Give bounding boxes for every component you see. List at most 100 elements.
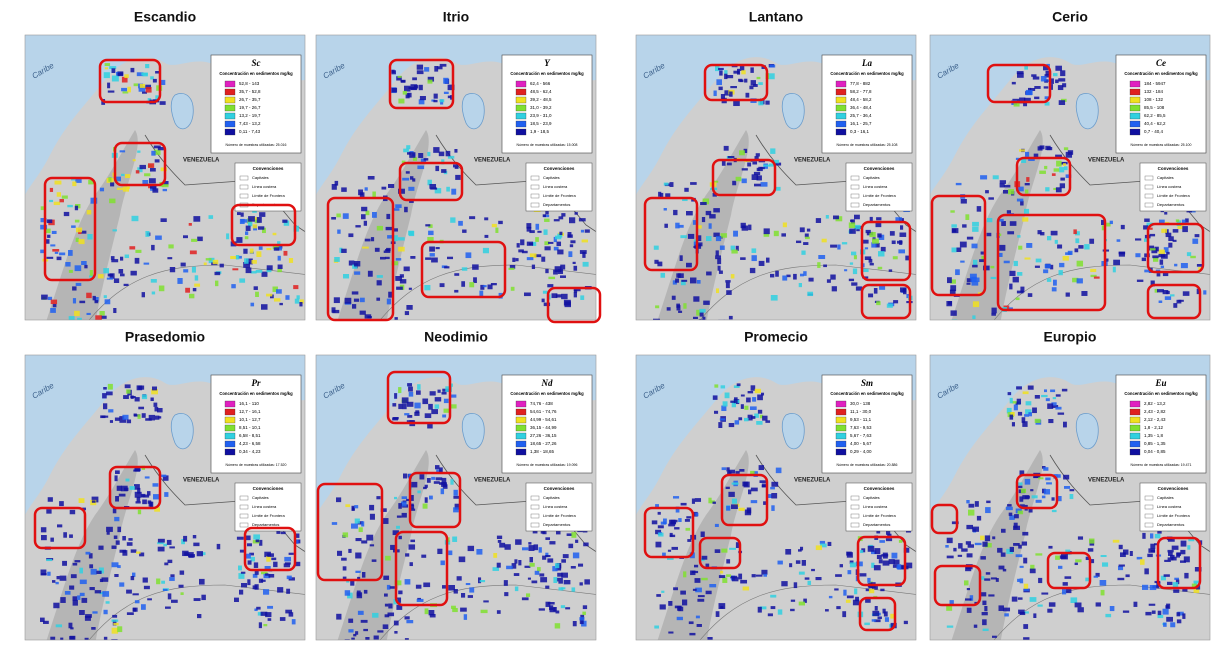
sample-cell: [990, 276, 997, 280]
sample-cell: [152, 188, 159, 193]
sample-cell: [126, 612, 134, 615]
sample-cell: [728, 315, 733, 320]
sample-cell: [149, 178, 156, 184]
sample-cell: [726, 290, 732, 295]
sample-cell: [115, 496, 120, 502]
sample-cell: [750, 487, 758, 492]
sample-cell: [453, 495, 461, 499]
legend-range: 0,7 - 40,4: [1144, 129, 1164, 134]
sample-cell: [951, 521, 959, 525]
sample-cell: [130, 395, 134, 399]
sample-cell: [509, 265, 516, 269]
sample-cell: [694, 498, 702, 502]
lake: [1075, 93, 1099, 130]
sample-cell: [398, 535, 402, 540]
sample-cell: [680, 235, 687, 239]
sample-cell: [452, 536, 458, 542]
sample-cell: [1075, 231, 1080, 236]
legend-range: 62,4 - 566: [530, 81, 551, 86]
sample-cell: [529, 230, 535, 234]
sample-cell: [391, 87, 398, 93]
sample-cell: [549, 541, 556, 545]
legend-swatch: [1129, 104, 1141, 112]
sample-cell: [402, 90, 407, 95]
sample-cell: [167, 257, 173, 260]
sample-cell: [1180, 263, 1188, 269]
sample-cell: [1060, 162, 1065, 165]
sample-cell: [189, 250, 197, 255]
highlight-frame: [933, 564, 982, 607]
sample-cell: [573, 289, 578, 293]
sample-cell: [391, 261, 398, 266]
sample-cell: [696, 624, 702, 627]
sample-cell: [153, 149, 161, 155]
sample-cell: [56, 576, 60, 580]
sample-cell: [137, 487, 141, 494]
sample-cell: [351, 523, 358, 529]
conventions-symbol: [530, 513, 540, 519]
sample-cell: [277, 268, 282, 273]
legend-range: 48,4 - 58,2: [850, 97, 872, 102]
sample-cell: [414, 411, 420, 416]
sample-cell: [148, 185, 152, 189]
sample-cell: [1025, 401, 1032, 406]
sample-cell: [86, 292, 92, 299]
sample-cell: [712, 501, 716, 504]
sample-cell: [997, 218, 1004, 222]
conventions-symbol: [239, 495, 249, 501]
sample-cell: [433, 99, 438, 103]
sample-cell: [718, 422, 723, 428]
legend-swatch: [835, 88, 847, 96]
sample-cell: [126, 542, 133, 546]
sample-cell: [64, 591, 71, 595]
sample-cell: [271, 557, 277, 561]
sample-cell: [496, 562, 501, 568]
sample-cell: [511, 563, 517, 569]
sample-cell: [726, 574, 732, 577]
sample-cell: [462, 229, 467, 233]
sample-cell: [157, 538, 165, 543]
sample-cell: [419, 96, 426, 101]
legend-swatch: [515, 424, 527, 432]
sample-cell: [1176, 612, 1181, 617]
legend-range: 18,5 - 23,9: [530, 121, 552, 126]
highlight-frame: [33, 506, 87, 550]
legend-symbol: Pr: [252, 378, 261, 388]
conventions-item: Límite de Frontera: [252, 513, 285, 518]
sample-cell: [1181, 219, 1186, 223]
sample-cell: [479, 580, 486, 583]
sample-cell: [50, 636, 56, 640]
sample-cell: [871, 242, 877, 248]
sample-cell: [726, 559, 731, 564]
sample-cell: [245, 225, 251, 231]
sample-cell: [573, 292, 577, 298]
sample-cell: [121, 87, 128, 92]
sample-cell: [424, 497, 428, 503]
sample-cell: [1017, 482, 1023, 486]
sample-cell: [92, 611, 98, 614]
sample-cell: [755, 153, 760, 157]
sample-cell: [429, 253, 435, 257]
sample-cell: [1050, 389, 1056, 393]
sample-cell: [152, 483, 159, 487]
sample-cell: [244, 236, 249, 240]
sample-cell: [393, 208, 400, 211]
sample-cell: [658, 191, 662, 197]
sample-cell: [874, 606, 878, 611]
sample-cell: [562, 554, 569, 559]
sample-cell: [534, 570, 540, 575]
sample-cell: [472, 264, 479, 270]
sample-cell: [820, 543, 827, 548]
sample-cell: [407, 92, 412, 98]
sample-cell: [1037, 230, 1042, 235]
sample-cell: [1017, 597, 1023, 600]
legend-swatch: [515, 112, 527, 120]
sample-cell: [87, 234, 93, 240]
sample-cell: [689, 552, 695, 559]
sample-cell: [99, 592, 104, 595]
sample-cell: [364, 238, 371, 242]
sample-cell: [726, 505, 731, 511]
sample-cell: [853, 224, 861, 230]
